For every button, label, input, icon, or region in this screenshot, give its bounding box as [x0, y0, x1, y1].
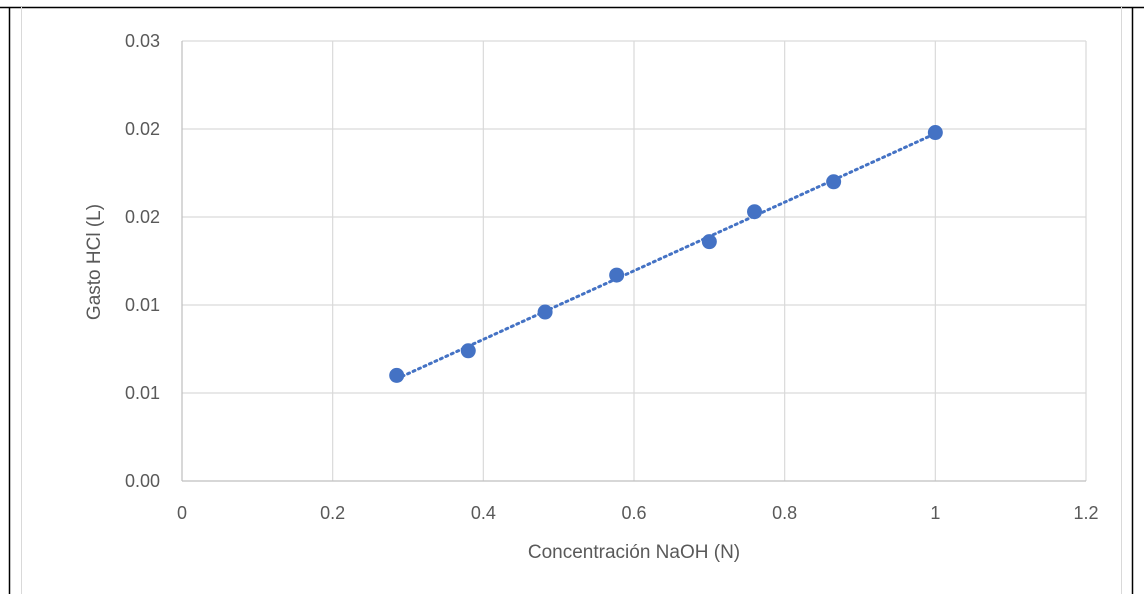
x-tick-label: 0 [177, 503, 187, 523]
data-point [826, 174, 842, 190]
y-tick-label: 0.00 [125, 471, 160, 491]
x-tick-label: 0.8 [772, 503, 797, 523]
data-point [747, 204, 763, 220]
data-point [701, 234, 717, 250]
x-tick-label: 0.2 [320, 503, 345, 523]
x-axis-label: Concentración NaOH (N) [528, 542, 740, 563]
trendline [395, 132, 937, 381]
y-tick-label: 0.02 [125, 207, 160, 227]
y-tick-label: 0.01 [125, 383, 160, 403]
gridlines [182, 40, 1087, 481]
y-tick-labels: 0.00 0.01 0.01 0.02 0.02 0.03 [125, 31, 160, 491]
y-tick-label: 0.02 [125, 119, 160, 139]
x-tick-labels: 0 0.2 0.4 0.6 0.8 1 1.2 [177, 503, 1099, 523]
data-point [460, 343, 476, 359]
data-point [389, 367, 405, 383]
data-point [537, 304, 553, 320]
data-points [389, 125, 943, 383]
y-tick-label: 0.01 [125, 295, 160, 315]
x-tick-label: 0.6 [621, 503, 646, 523]
x-tick-label: 0.4 [471, 503, 496, 523]
axes [181, 41, 1086, 482]
y-tick-label: 0.03 [125, 31, 160, 51]
x-tick-label: 1.2 [1073, 503, 1098, 523]
y-axis-label: Gasto HCl (L) [84, 204, 105, 320]
data-point [609, 267, 625, 283]
x-tick-label: 1 [930, 503, 940, 523]
data-point [927, 125, 943, 141]
linear-trendline [395, 132, 937, 381]
